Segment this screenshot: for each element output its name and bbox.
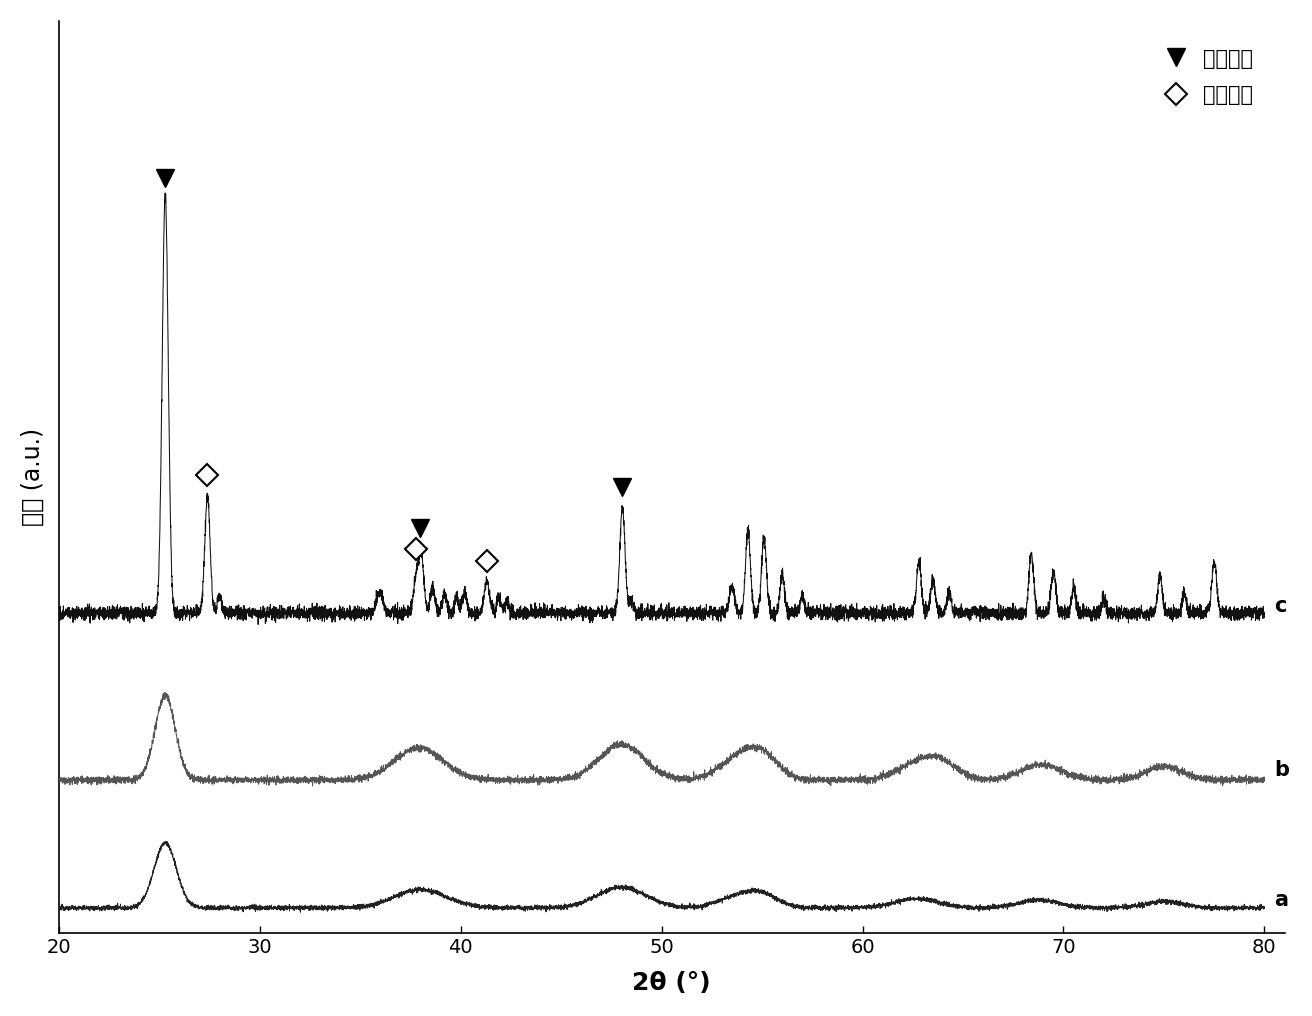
Text: a: a: [1274, 890, 1288, 910]
Text: b: b: [1274, 760, 1290, 780]
Text: c: c: [1274, 596, 1287, 617]
Y-axis label: 强度 (a.u.): 强度 (a.u.): [21, 428, 45, 526]
X-axis label: 2θ (°): 2θ (°): [632, 971, 711, 995]
Legend: 锐鈢矿型, 金红石型: 锐鈢矿型, 金红石型: [1157, 41, 1262, 114]
